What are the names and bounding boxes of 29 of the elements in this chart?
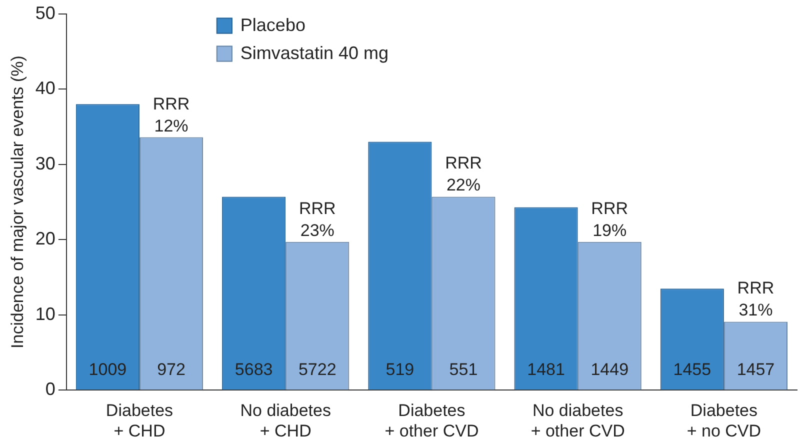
x-tick-label: Diabetes + no CVD [686,401,762,440]
annotation: 1009 [88,360,127,380]
y-tick-label: 30 [35,153,56,174]
annotation: 972 [157,360,186,380]
y-tick-label: 10 [35,304,56,324]
annotation: 1457 [736,360,775,380]
legend-label: Simvastatin 40 mg [240,42,388,63]
annotation: 551 [449,360,478,380]
x-tick-label: Diabetes + other CVD [384,401,479,440]
annotation: RRR 19% [591,198,628,240]
annotation: RRR 12% [152,94,190,136]
x-tick-label: Diabetes + CHD [106,401,174,440]
annotation: 1449 [590,360,629,380]
y-tick-label: 0 [45,379,56,400]
y-axis-title: Incidence of major vascular events (%) [8,56,27,348]
y-tick-label: 40 [35,78,56,98]
x-tick-label: No diabetes + CHD [240,401,331,440]
annotation: 5683 [234,360,273,380]
annotation: RRR 22% [445,154,482,195]
annotation: 1481 [527,360,565,380]
annotation: RRR 23% [298,198,336,240]
y-tick-label: 50 [35,2,56,23]
legend-label: Placebo [240,14,306,35]
annotation: RRR 31% [737,278,774,320]
annotation: 5722 [298,360,336,380]
annotation: 1455 [673,360,712,380]
y-tick-label: 20 [35,228,56,249]
annotation: 519 [386,360,414,380]
x-tick-label: No diabetes + other CVD [530,401,625,440]
